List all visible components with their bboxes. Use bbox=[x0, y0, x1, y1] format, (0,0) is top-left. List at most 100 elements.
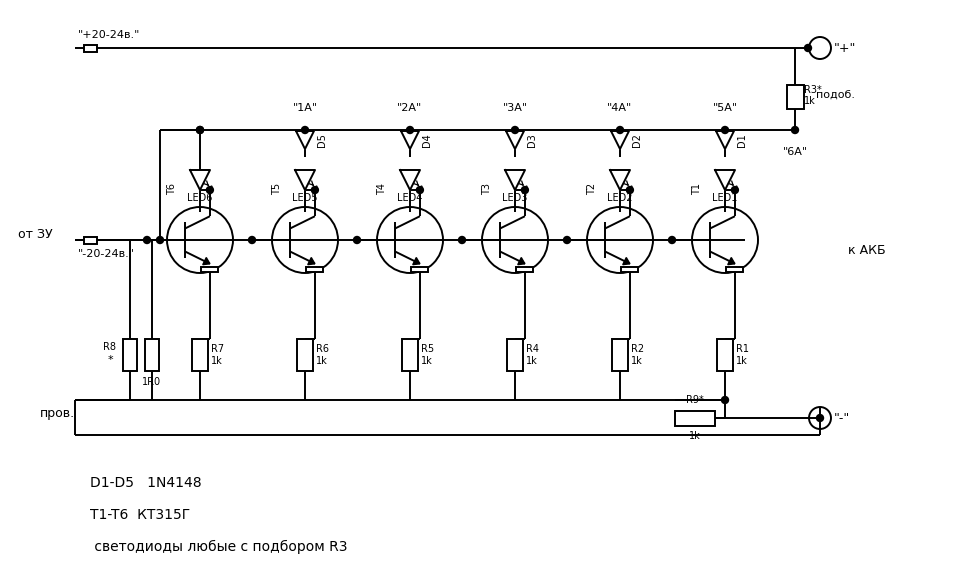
Text: R2: R2 bbox=[631, 344, 644, 354]
Circle shape bbox=[206, 187, 213, 194]
Circle shape bbox=[143, 237, 151, 244]
Circle shape bbox=[353, 237, 361, 244]
Bar bbox=[727, 266, 743, 272]
Text: "+": "+" bbox=[834, 41, 856, 54]
Text: D1-D5   1N4148: D1-D5 1N4148 bbox=[90, 476, 202, 490]
Bar bbox=[202, 266, 219, 272]
Text: *: * bbox=[108, 355, 113, 365]
Text: R8: R8 bbox=[104, 342, 116, 352]
Circle shape bbox=[791, 127, 799, 134]
Polygon shape bbox=[715, 170, 735, 190]
Polygon shape bbox=[203, 258, 210, 265]
Circle shape bbox=[197, 127, 204, 134]
Text: к АКБ: к АКБ bbox=[848, 244, 886, 257]
Text: "3A": "3A" bbox=[502, 103, 528, 113]
Circle shape bbox=[521, 187, 528, 194]
Text: T5: T5 bbox=[272, 183, 282, 195]
Text: светодиоды любые с подбором R3: светодиоды любые с подбором R3 bbox=[90, 540, 348, 554]
Text: "+20-24в.": "+20-24в." bbox=[78, 30, 140, 40]
Text: R6: R6 bbox=[316, 344, 329, 354]
Text: 1k: 1k bbox=[421, 356, 433, 366]
Text: 1k: 1k bbox=[526, 356, 538, 366]
Polygon shape bbox=[295, 170, 315, 190]
Polygon shape bbox=[400, 170, 420, 190]
Text: "1A": "1A" bbox=[293, 103, 318, 113]
Text: T2: T2 bbox=[587, 183, 597, 195]
Text: "4A": "4A" bbox=[608, 103, 633, 113]
Text: LED6: LED6 bbox=[187, 193, 213, 203]
Bar bbox=[145, 339, 159, 371]
Text: T1: T1 bbox=[692, 183, 702, 195]
Polygon shape bbox=[296, 131, 314, 149]
Text: D1: D1 bbox=[737, 133, 747, 147]
Bar bbox=[123, 339, 137, 371]
Circle shape bbox=[406, 127, 414, 134]
Text: LED4: LED4 bbox=[397, 193, 422, 203]
Polygon shape bbox=[401, 131, 419, 149]
Polygon shape bbox=[413, 258, 420, 265]
Circle shape bbox=[732, 187, 738, 194]
Circle shape bbox=[249, 237, 255, 244]
Circle shape bbox=[668, 237, 676, 244]
Bar bbox=[675, 410, 715, 426]
Bar bbox=[507, 339, 523, 371]
Circle shape bbox=[197, 127, 204, 134]
Polygon shape bbox=[611, 131, 629, 149]
Text: D2: D2 bbox=[632, 133, 642, 147]
Polygon shape bbox=[506, 131, 524, 149]
Circle shape bbox=[417, 187, 423, 194]
Bar bbox=[612, 339, 628, 371]
Bar bbox=[84, 237, 97, 244]
Circle shape bbox=[311, 187, 319, 194]
Text: R7: R7 bbox=[211, 344, 224, 354]
Bar bbox=[717, 339, 733, 371]
Bar bbox=[516, 266, 534, 272]
Text: "-": "-" bbox=[834, 412, 851, 424]
Text: 1k: 1k bbox=[804, 96, 816, 106]
Polygon shape bbox=[308, 258, 315, 265]
Bar bbox=[412, 266, 428, 272]
Circle shape bbox=[722, 127, 729, 134]
Text: R4: R4 bbox=[526, 344, 539, 354]
Bar bbox=[402, 339, 418, 371]
Circle shape bbox=[564, 237, 570, 244]
Bar bbox=[192, 339, 208, 371]
Polygon shape bbox=[623, 258, 630, 265]
Text: 1k: 1k bbox=[689, 431, 701, 441]
Text: R1: R1 bbox=[736, 344, 749, 354]
Polygon shape bbox=[517, 258, 525, 265]
Text: 1k: 1k bbox=[211, 356, 223, 366]
Circle shape bbox=[804, 44, 811, 51]
Text: D5: D5 bbox=[317, 133, 327, 147]
Text: "5A": "5A" bbox=[712, 103, 737, 113]
Text: LED3: LED3 bbox=[502, 193, 528, 203]
Text: R3*: R3* bbox=[804, 85, 822, 95]
Text: LED5: LED5 bbox=[292, 193, 318, 203]
Polygon shape bbox=[505, 170, 525, 190]
Text: пров.: пров. bbox=[40, 408, 75, 420]
Text: R5: R5 bbox=[421, 344, 434, 354]
Text: T4: T4 bbox=[377, 183, 387, 195]
Text: 1R0: 1R0 bbox=[142, 377, 161, 387]
Text: 1k: 1k bbox=[631, 356, 643, 366]
Bar bbox=[621, 266, 638, 272]
Circle shape bbox=[817, 415, 824, 422]
Polygon shape bbox=[190, 170, 210, 190]
Circle shape bbox=[626, 187, 634, 194]
Circle shape bbox=[722, 396, 729, 403]
Bar bbox=[306, 266, 324, 272]
Text: "-20-24в.": "-20-24в." bbox=[78, 249, 135, 259]
Circle shape bbox=[156, 237, 163, 244]
Text: R9*: R9* bbox=[686, 395, 704, 405]
Polygon shape bbox=[728, 258, 735, 265]
Text: T6: T6 bbox=[167, 183, 177, 195]
Text: LED1: LED1 bbox=[712, 193, 737, 203]
Text: "6A": "6A" bbox=[782, 147, 807, 157]
Text: 1k: 1k bbox=[736, 356, 748, 366]
Bar bbox=[84, 44, 97, 51]
Text: D3: D3 bbox=[527, 133, 537, 147]
Text: D4: D4 bbox=[422, 133, 432, 147]
Circle shape bbox=[616, 127, 623, 134]
Text: от ЗУ: от ЗУ bbox=[18, 229, 53, 241]
Circle shape bbox=[301, 127, 308, 134]
